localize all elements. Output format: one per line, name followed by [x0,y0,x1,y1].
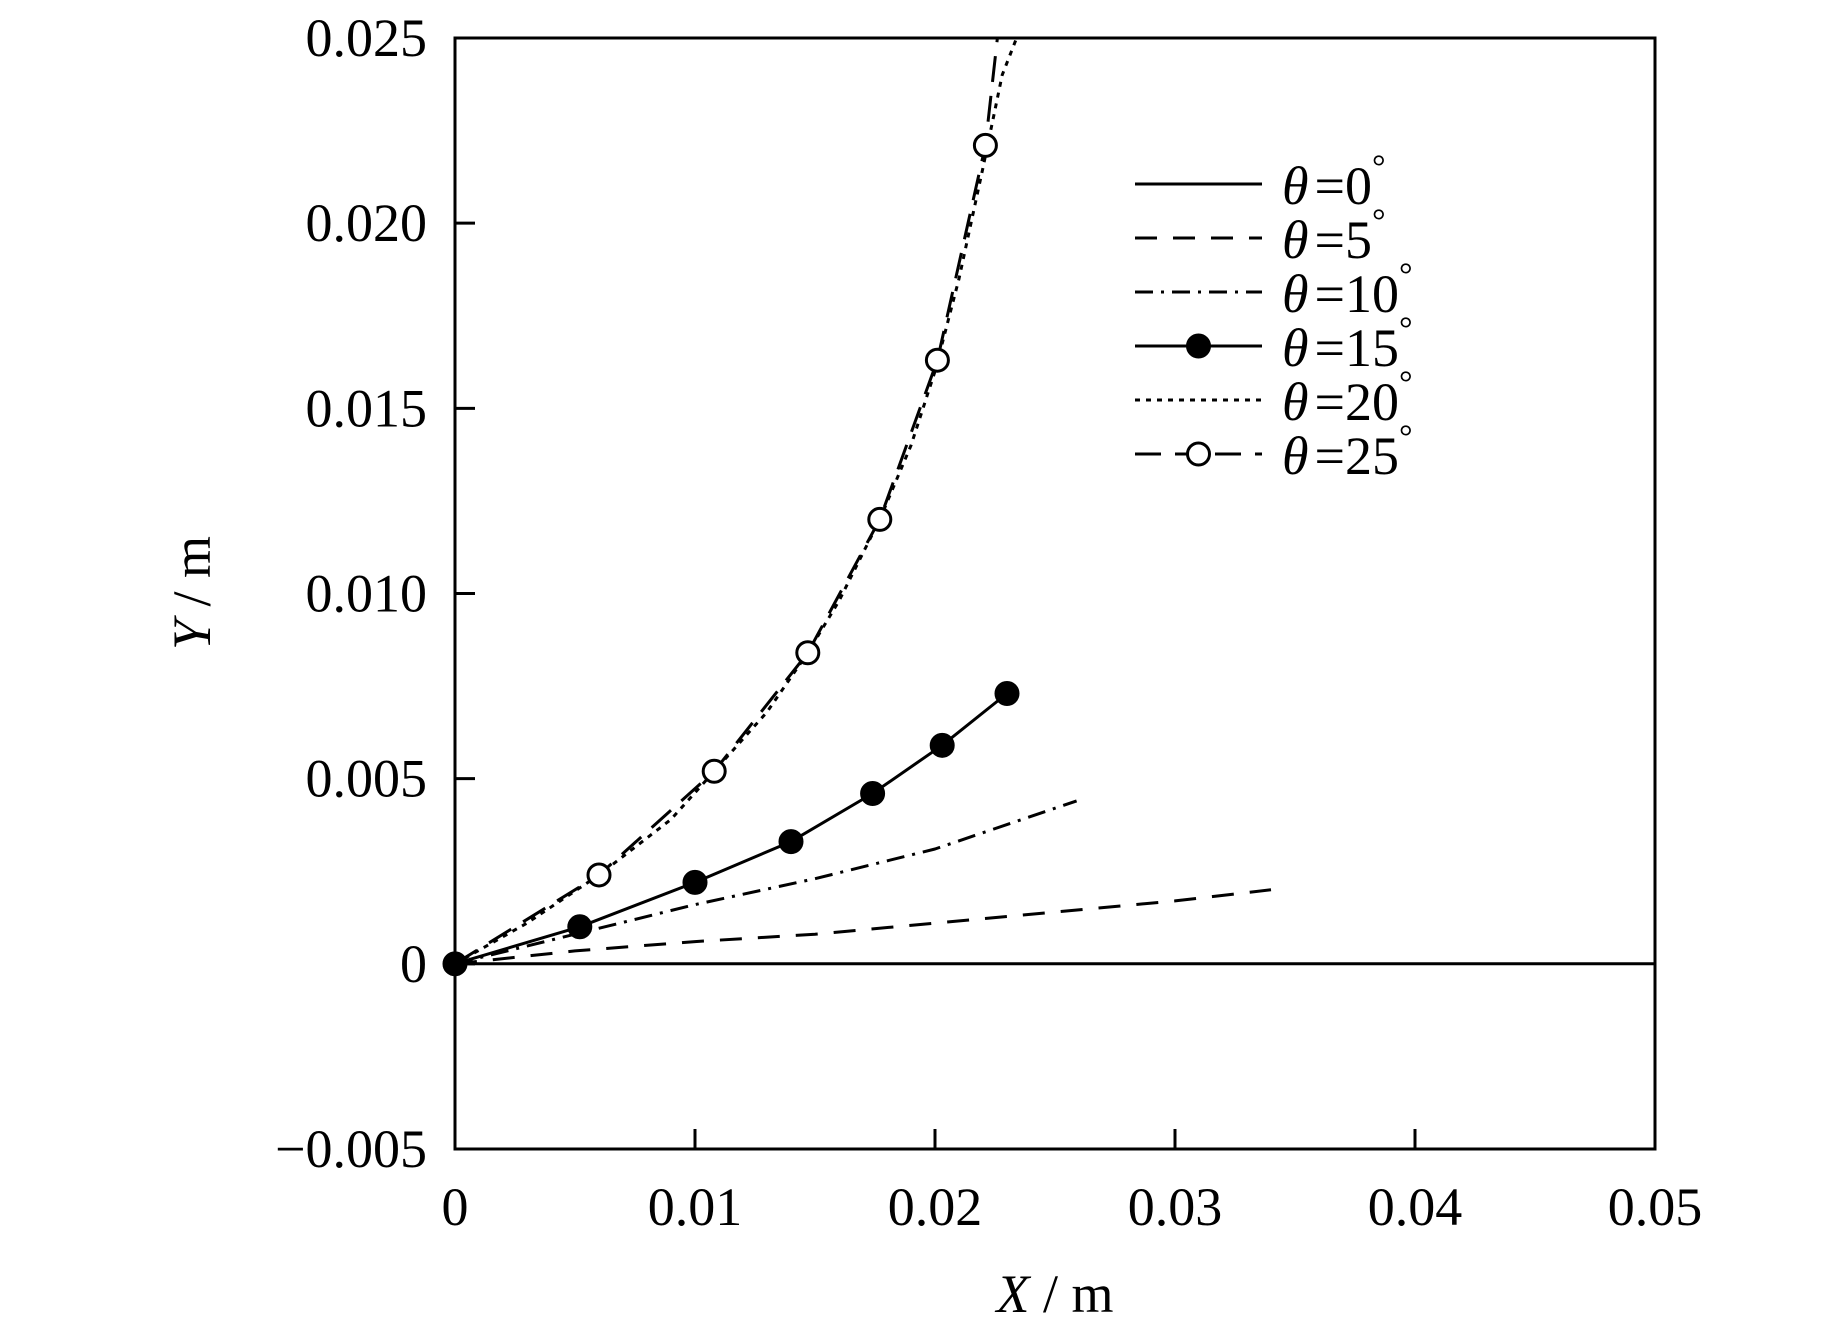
y-tick-label: 0.020 [306,193,428,253]
legend-value: =20 [1315,372,1399,432]
legend-degree: ° [1372,203,1386,240]
x-axis-title-var: X [994,1264,1031,1323]
data-point-theta25 [701,758,727,784]
legend-value: =0 [1315,156,1372,216]
legend-symbol: θ [1282,372,1309,432]
series-line-theta25 [455,38,999,966]
legend-label: θ =5° [1282,203,1386,270]
data-point-theta15 [682,869,708,895]
series-line-theta10 [455,799,1078,966]
data-point-theta15 [860,780,886,806]
legend-label: θ =15° [1282,311,1413,378]
legend-item-theta10: θ =10° [1135,257,1413,324]
legend-degree: ° [1372,149,1386,186]
data-point-theta15 [778,829,804,855]
legend-label: θ =10° [1282,257,1413,324]
y-tick-label: 0.015 [306,378,428,438]
data-point-theta25 [972,132,998,158]
x-tick-label: 0.02 [888,1177,983,1237]
legend-symbol: θ [1282,318,1309,378]
legend-degree: ° [1399,365,1413,402]
data-point-theta15 [994,680,1020,706]
legend-value: =15 [1315,318,1399,378]
data-point-theta25 [924,347,950,373]
data-point-theta25 [867,506,893,532]
legend-symbol: θ [1282,264,1309,324]
legend-item-theta5: θ =5° [1135,203,1386,270]
x-tick-label: 0.04 [1368,1177,1463,1237]
plot-frame [453,36,1657,1151]
legend-value: =25 [1315,426,1399,486]
legend-label: θ =25° [1282,419,1413,486]
series-layer [455,38,1655,966]
legend-value: =10 [1315,264,1399,324]
legend-marker [1186,333,1211,359]
legend-label: θ =20° [1282,365,1413,432]
y-tick-label: −0.005 [275,1119,427,1179]
ticks-layer [455,221,1417,1149]
y-axis-title-unit: / m [162,536,222,620]
legend-label: θ =0° [1282,149,1386,216]
data-point-theta25 [586,862,612,888]
y-tick-label: 0 [400,934,427,994]
data-point-theta15 [567,914,593,940]
y-tick-label: 0.025 [306,8,428,68]
legend-value: =5 [1315,210,1372,270]
x-tick-label: 0.01 [648,1177,743,1237]
legend-symbol: θ [1282,426,1309,486]
series-line-theta5 [455,888,1272,966]
legend: θ =0°θ =5°θ =10°θ =15°θ =20°θ =25° [1135,149,1413,486]
y-axis-title-var: Y [162,615,222,650]
legend-degree: ° [1399,257,1413,294]
legend-marker [1186,441,1211,467]
legend-item-theta0: θ =0° [1135,149,1386,216]
legend-item-theta20: θ =20° [1135,365,1413,432]
legend-item-theta25: θ =25° [1135,419,1413,486]
legend-symbol: θ [1282,156,1309,216]
legend-symbol: θ [1282,210,1309,270]
data-point-theta25 [795,640,821,666]
x-tick-label: 0.05 [1608,1177,1703,1237]
data-point-theta15 [929,732,955,758]
x-axis-title: X / m [994,1264,1113,1323]
x-axis-title-unit: / m [1029,1264,1113,1323]
y-tick-label: 0.005 [306,749,428,809]
x-tick-label: 0.03 [1128,1177,1223,1237]
y-axis-title: Y / m [162,536,222,650]
legend-item-theta15: θ =15° [1135,311,1413,378]
tick-labels-layer: 0 0.01 0.02 0.03 0.04 0.05−0.00500.0050.0100.… [275,8,1702,1237]
y-tick-label: 0.010 [306,564,428,624]
legend-degree: ° [1399,419,1413,456]
x-tick-label: 0 [442,1177,469,1237]
legend-degree: ° [1399,311,1413,348]
series-line-theta20 [455,38,1018,966]
